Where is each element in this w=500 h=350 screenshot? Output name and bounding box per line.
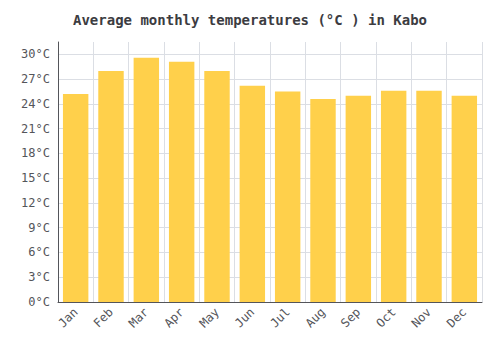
svg-text:May: May <box>197 305 222 330</box>
svg-text:Sep: Sep <box>338 305 363 330</box>
svg-text:27°C: 27°C <box>21 72 50 86</box>
svg-text:Oct: Oct <box>373 305 398 330</box>
svg-text:Mar: Mar <box>126 305 151 330</box>
svg-text:6°C: 6°C <box>28 245 50 259</box>
svg-text:Apr: Apr <box>161 305 186 330</box>
svg-text:12°C: 12°C <box>21 196 50 210</box>
svg-text:24°C: 24°C <box>21 97 50 111</box>
svg-text:9°C: 9°C <box>28 221 50 235</box>
svg-text:15°C: 15°C <box>21 171 50 185</box>
svg-text:Dec: Dec <box>444 305 469 330</box>
svg-text:Average monthly temperatures (: Average monthly temperatures (°C ) in Ka… <box>73 12 427 28</box>
svg-text:Nov: Nov <box>409 305 434 330</box>
svg-text:Jan: Jan <box>55 305 80 330</box>
svg-text:Feb: Feb <box>91 305 116 330</box>
svg-text:Aug: Aug <box>303 305 328 330</box>
svg-text:Jun: Jun <box>232 305 257 330</box>
svg-text:0°C: 0°C <box>28 295 50 309</box>
svg-text:21°C: 21°C <box>21 122 50 136</box>
svg-text:3°C: 3°C <box>28 270 50 284</box>
svg-text:30°C: 30°C <box>21 47 50 61</box>
svg-text:Jul: Jul <box>267 305 292 330</box>
svg-text:18°C: 18°C <box>21 146 50 160</box>
